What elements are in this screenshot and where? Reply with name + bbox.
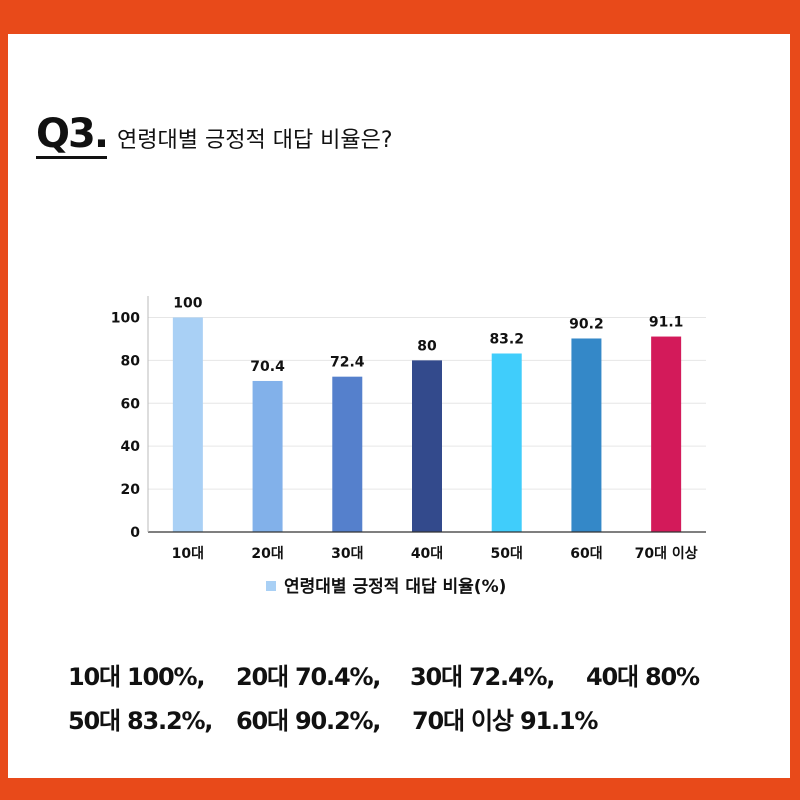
data-label: 90.2 <box>569 316 604 332</box>
bar <box>172 317 203 532</box>
data-label: 91.1 <box>649 315 684 331</box>
data-label: 80 <box>417 338 437 354</box>
x-tick-label: 60대 <box>570 546 602 562</box>
bar <box>571 338 602 532</box>
bar <box>651 336 682 532</box>
y-tick-label: 20 <box>121 482 141 498</box>
x-tick-label: 40대 <box>411 546 443 562</box>
summary-item: 50대 83.2%, <box>68 706 213 735</box>
summary-item: 60대 90.2%, <box>236 706 381 735</box>
summary-item: 30대 72.4%, <box>410 662 555 691</box>
question-heading: Q3. 연령대별 긍정적 대답 비율은? <box>36 114 393 159</box>
data-label: 100 <box>173 295 202 311</box>
bar-chart: 0 20 40 60 80 100 100 70.4 72.4 80 83.2 90.2 91.1 1… <box>111 295 706 597</box>
summary-item: 70대 이상 91.1% <box>412 706 598 735</box>
y-tick-label: 0 <box>130 525 140 541</box>
x-axis-labels: 10대 20대 30대 40대 50대 60대 70대 이상 <box>172 545 698 562</box>
question-number: Q3. <box>36 111 109 159</box>
bar <box>491 353 522 532</box>
summary-item: 10대 100%, <box>68 662 205 691</box>
data-label: 83.2 <box>489 331 524 347</box>
legend: 연령대별 긍정적 대답 비율(%) <box>266 576 506 597</box>
y-tick-label: 40 <box>121 439 141 455</box>
x-tick-label: 20대 <box>251 546 283 562</box>
x-tick-label: 10대 <box>172 546 204 562</box>
y-tick-label: 100 <box>111 310 140 326</box>
question-text: 연령대별 긍정적 대답 비율은? <box>117 128 393 153</box>
x-tick-label: 30대 <box>331 546 363 562</box>
x-tick-label: 50대 <box>491 546 523 562</box>
x-tick-label: 70대 이상 <box>635 545 698 562</box>
summary-row-1: 10대 100%, 20대 70.4%, 30대 72.4%, 40대 80% <box>68 652 748 696</box>
legend-label: 연령대별 긍정적 대답 비율(%) <box>284 576 506 597</box>
y-tick-label: 60 <box>121 396 141 412</box>
data-label: 72.4 <box>330 355 365 371</box>
summary-row-2: 50대 83.2%, 60대 90.2%, 70대 이상 91.1% <box>68 696 748 740</box>
summary-item: 40대 80% <box>586 662 700 691</box>
bar <box>412 360 442 532</box>
summary-item: 20대 70.4%, <box>236 662 381 691</box>
summary: 10대 100%, 20대 70.4%, 30대 72.4%, 40대 80% … <box>68 652 748 740</box>
bars <box>172 317 682 532</box>
y-tick-label: 80 <box>121 353 141 369</box>
value-labels: 100 70.4 72.4 80 83.2 90.2 91.1 <box>173 295 683 375</box>
legend-swatch <box>266 581 276 591</box>
y-axis-ticks: 0 20 40 60 80 100 <box>111 310 140 541</box>
bar <box>252 380 283 532</box>
bar <box>332 376 363 532</box>
data-label: 70.4 <box>250 359 285 375</box>
